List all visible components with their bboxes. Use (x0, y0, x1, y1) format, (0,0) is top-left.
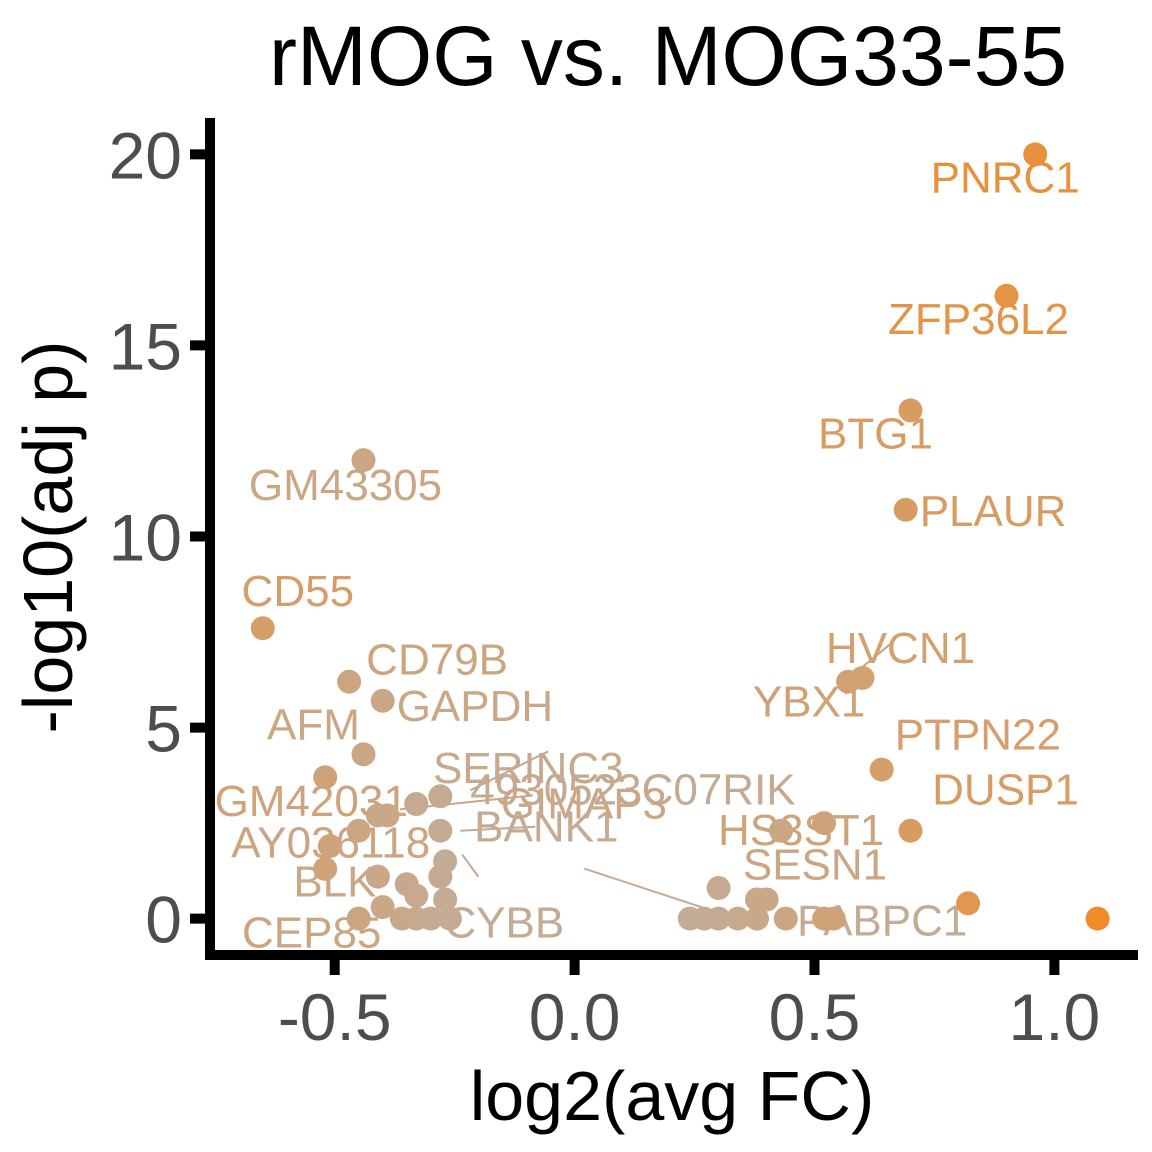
data-point (1085, 906, 1110, 931)
label-leader-line (461, 854, 480, 878)
data-point (433, 887, 458, 912)
y-tick-label: 15 (109, 309, 182, 383)
data-point (337, 669, 362, 694)
data-point (745, 906, 769, 931)
data-point (821, 906, 846, 931)
data-point (313, 856, 338, 881)
data-point (677, 906, 702, 931)
label-leader-line (469, 750, 549, 792)
data-point (893, 497, 918, 522)
gene-label: CD55 (242, 567, 355, 616)
gene-label: PNRC1 (931, 153, 1080, 202)
data-point (706, 876, 731, 900)
gene-label: SERINC3 (433, 744, 624, 793)
x-tick-label: 0.5 (769, 980, 861, 1054)
gene-labels: PNRC1ZFP36L2BTG1PLAURHVCN1YBX1PTPN22HS3S… (215, 153, 1080, 957)
data-point (428, 818, 453, 843)
data-point (725, 906, 750, 931)
data-point (351, 448, 376, 473)
data-point (351, 742, 376, 767)
gene-label: PTPN22 (895, 711, 1061, 760)
data-point (812, 811, 837, 836)
gene-label: GM43305 (249, 461, 442, 510)
chart-title: rMOG vs. MOG33-55 (269, 9, 1067, 103)
gene-label: PLAUR (920, 487, 1067, 536)
x-tick-label: 0.0 (529, 980, 621, 1054)
data-point (313, 765, 338, 790)
x-tick-label: -0.5 (278, 980, 392, 1054)
gene-label: HS3ST1 (718, 806, 884, 855)
y-tick-label: 20 (109, 118, 182, 192)
data-point (404, 792, 429, 816)
data-point (428, 864, 453, 889)
data-point (773, 906, 798, 931)
x-axis-title: log2(avg FC) (470, 1057, 875, 1135)
gene-label: GAPDH (397, 682, 553, 731)
gene-label: BANK1 (474, 803, 618, 852)
gene-label: HVCN1 (826, 624, 975, 673)
y-tick-label: 10 (109, 501, 182, 575)
y-tick-label: 5 (145, 692, 182, 766)
y-tick-label: 0 (145, 883, 182, 957)
gene-label: DUSP1 (932, 766, 1079, 815)
data-point (1023, 142, 1048, 167)
gene-label: CD79B (366, 636, 508, 685)
x-tick-label: 1.0 (1009, 980, 1101, 1054)
data-point (346, 906, 371, 931)
data-point (869, 757, 894, 782)
y-axis-title: -log10(adj p) (9, 341, 87, 734)
gene-label: SESN1 (743, 841, 887, 890)
data-point (437, 906, 462, 931)
data-point (754, 887, 779, 912)
data-point (375, 803, 400, 828)
data-points (250, 142, 1110, 931)
data-point (418, 906, 443, 931)
data-point (317, 834, 342, 858)
data-point (898, 818, 923, 843)
label-leader-line (460, 825, 536, 832)
data-point (346, 818, 371, 843)
data-point (769, 818, 793, 843)
data-point (956, 891, 981, 916)
y-axis-ticks: 0 5 10 15 20 (109, 118, 210, 957)
gene-label: ZFP36L2 (888, 295, 1069, 344)
data-point (250, 616, 275, 641)
data-point (836, 669, 861, 694)
data-point (994, 283, 1019, 308)
label-leader-line (583, 867, 725, 916)
gene-label: CYBB (444, 899, 564, 948)
gene-label: GIMAP3 (501, 779, 667, 828)
gene-label: 4930523C07RIK (470, 765, 795, 814)
data-point (898, 398, 923, 423)
data-point (365, 864, 390, 889)
data-point (404, 883, 429, 908)
data-point (428, 784, 453, 809)
data-point (370, 688, 395, 713)
x-axis-ticks: -0.5 0.0 0.5 1.0 (278, 955, 1100, 1054)
data-point (370, 895, 395, 920)
gene-label: AFM (267, 700, 360, 749)
